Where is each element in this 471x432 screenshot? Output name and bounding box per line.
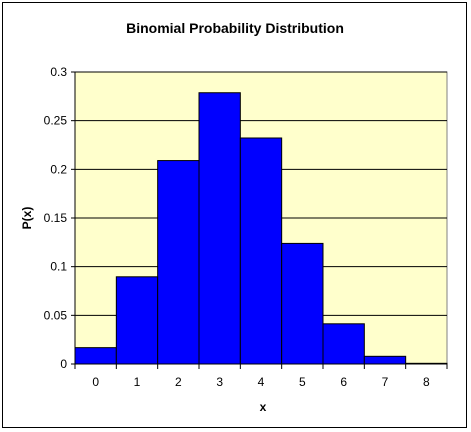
y-tick-label: 0.3 xyxy=(50,65,67,79)
x-tick-label: 8 xyxy=(423,375,430,389)
y-tick-label: 0.25 xyxy=(44,114,68,128)
y-tick-label: 0.2 xyxy=(50,162,67,176)
bar-x-5 xyxy=(281,242,324,365)
bar-x-0 xyxy=(74,347,117,365)
bar-x-6 xyxy=(322,323,365,365)
bars xyxy=(74,92,448,365)
x-tick-label: 4 xyxy=(258,375,265,389)
x-tick-label: 5 xyxy=(299,375,306,389)
x-tick-label: 0 xyxy=(92,375,99,389)
bar-x-2 xyxy=(157,160,200,365)
y-axis-label: P(x) xyxy=(20,207,34,230)
bar-x-1 xyxy=(115,276,159,365)
chart-title: Binomial Probability Distribution xyxy=(126,20,344,36)
x-tick-label: 1 xyxy=(134,375,141,389)
x-tick-label: 7 xyxy=(382,375,389,389)
bar-x-4 xyxy=(239,137,283,365)
y-axis: 0 0.05 0.1 0.15 0.2 0.25 0.3 xyxy=(44,65,76,371)
bar-x-7 xyxy=(363,355,407,365)
y-tick-label: 0.1 xyxy=(50,260,67,274)
y-tick-label: 0 xyxy=(60,357,67,371)
x-tick-label: 2 xyxy=(175,375,182,389)
bar-x-3 xyxy=(198,92,241,365)
x-axis-label: x xyxy=(260,400,267,414)
x-tick-label: 3 xyxy=(216,375,223,389)
x-axis: 0 1 2 3 4 5 6 7 8 xyxy=(74,363,448,389)
y-tick-label: 0.05 xyxy=(44,308,68,322)
x-tick-label: 6 xyxy=(340,375,347,389)
y-tick-label: 0.15 xyxy=(44,211,68,225)
